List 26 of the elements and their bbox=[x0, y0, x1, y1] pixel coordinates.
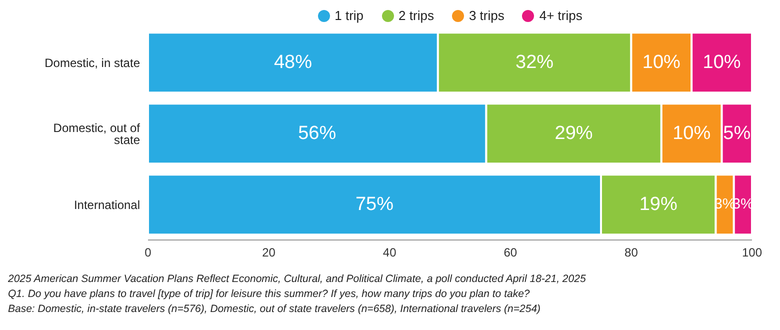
data-label: 48% bbox=[274, 52, 312, 74]
x-tick-label: 0 bbox=[144, 246, 152, 260]
legend-label: 3 trips bbox=[468, 8, 504, 23]
y-tick-label: International bbox=[74, 198, 140, 212]
data-label: 75% bbox=[355, 194, 394, 216]
text: Q1. Do you have plans to travel [type of trip] for leisure this summer? If yes, how many trips do you plan to take? bbox=[8, 287, 531, 302]
data-label: 56% bbox=[298, 123, 336, 144]
series-label: 1 trip bbox=[334, 8, 364, 23]
data-label: 10% bbox=[702, 52, 741, 74]
y-tick-label: Domestic, in state bbox=[44, 56, 140, 70]
x-tick-label: 40 bbox=[382, 246, 397, 260]
legend-label: 2 trips bbox=[398, 8, 434, 23]
y-tick-label: Domestic, out of state bbox=[53, 120, 141, 147]
data-label: 5% bbox=[723, 123, 751, 144]
data-label: 10% bbox=[672, 123, 711, 144]
data-label: 10% bbox=[642, 52, 681, 74]
data-label: 29% bbox=[554, 123, 593, 144]
text: 2025 American Summer Vacation Plans Reflect Economic, Cultural, and Political Climate, a poll conducted April 18-21, 2025 bbox=[8, 272, 587, 287]
data-label: 32% bbox=[516, 52, 554, 74]
x-tick-label: 20 bbox=[262, 246, 276, 260]
x-tick-label: 80 bbox=[624, 246, 638, 260]
x-tick-label: 60 bbox=[504, 246, 518, 260]
data-label: 19% bbox=[639, 194, 678, 216]
text: Base: Domestic, in-state travelers (n=576), Domestic, out of state travelers (n=658), International travelers (n=254) bbox=[8, 302, 542, 317]
legend-label: 4+ trips bbox=[539, 8, 582, 23]
x-tick-label: 100 bbox=[742, 246, 762, 260]
